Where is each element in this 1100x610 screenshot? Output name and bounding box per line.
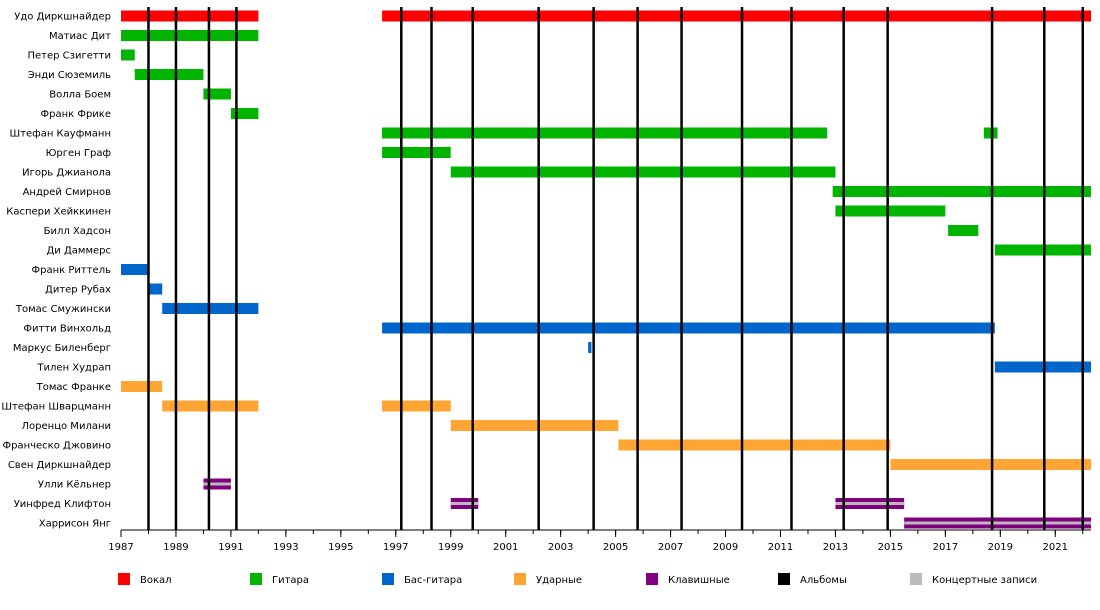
- x-tick-label: 1991: [218, 542, 243, 553]
- live-record-stripe-3: [904, 521, 1091, 525]
- x-tick-label: 2007: [658, 542, 683, 553]
- x-tick-label: 2013: [823, 542, 848, 553]
- member-name: Андрей Смирнов: [23, 187, 112, 198]
- live-record-stripe-2: [835, 502, 905, 505]
- bar-vocal-0-0: [121, 10, 259, 22]
- member-name: Свен Диркшнайдер: [8, 460, 111, 471]
- member-name: Тилен Худрап: [36, 363, 111, 374]
- legend-swatch-bass: [382, 573, 394, 585]
- member-name: Томас Смужински: [15, 304, 111, 315]
- x-tick-label: 2019: [988, 542, 1013, 553]
- bar-drums-20-1: [382, 400, 451, 412]
- x-tick-label: 1999: [438, 542, 463, 553]
- bar-guitar-4-0: [203, 88, 231, 100]
- live-record-stripe-0: [203, 482, 231, 486]
- member-name: Штефан Шварцманн: [1, 402, 111, 413]
- legend-swatch-guitar: [250, 573, 262, 585]
- member-name: Улли Кёльнер: [38, 480, 111, 491]
- x-tick-label: 2009: [713, 542, 738, 553]
- legend-label-guitar: Гитара: [272, 575, 309, 586]
- member-name: Каспери Хейккинен: [6, 207, 111, 218]
- member-name: Франк Фрике: [41, 109, 112, 120]
- bar-guitar-10-0: [835, 205, 946, 217]
- legend-label-keys: Клавишные: [668, 575, 730, 586]
- bar-guitar-3-0: [134, 69, 204, 80]
- x-tick-label: 1993: [273, 542, 298, 553]
- bar-bass-13-0: [121, 264, 149, 275]
- x-tick-label: 1989: [163, 542, 188, 553]
- bar-guitar-9-0: [832, 186, 1091, 197]
- x-tick-label: 2001: [493, 542, 518, 553]
- member-name: Фитти Винхольд: [23, 324, 111, 335]
- legend-label-drums: Ударные: [536, 575, 582, 586]
- legend-swatch-vocal: [118, 573, 130, 585]
- member-name: Удо Диркшнайдер: [14, 12, 111, 23]
- member-name: Ди Даммерс: [46, 246, 111, 257]
- bar-bass-14-0: [148, 283, 163, 295]
- legend-swatch-keys: [646, 573, 658, 585]
- member-name: Дитер Рубах: [45, 285, 111, 296]
- member-name: Томас Франке: [36, 382, 111, 393]
- live-record-stripe-1: [450, 502, 479, 505]
- member-name: Волла Боем: [49, 90, 111, 101]
- bar-guitar-11-0: [948, 225, 979, 236]
- x-tick-label: 2003: [548, 542, 573, 553]
- bar-guitar-7-0: [382, 147, 451, 158]
- legend-label-albums: Альбомы: [800, 575, 847, 586]
- legend-swatch-live: [910, 573, 922, 585]
- bar-guitar-8-0: [450, 166, 836, 178]
- member-name: Лоренцо Милани: [22, 421, 111, 432]
- album-lines: [147, 7, 1085, 530]
- bar-drums-23-0: [890, 459, 1091, 470]
- legend-swatch-drums: [514, 573, 526, 585]
- bar-guitar-12-0: [994, 244, 1091, 256]
- x-tick-label: 1987: [108, 542, 133, 553]
- legend-label-bass: Бас-гитара: [404, 575, 462, 586]
- x-tick-label: 2011: [768, 542, 793, 553]
- member-name: Франк Риттель: [32, 265, 112, 276]
- bar-bass-15-0: [162, 303, 259, 314]
- legend-label-vocal: Вокал: [140, 575, 172, 586]
- legend-label-live: Концертные записи: [932, 575, 1037, 586]
- bar-drums-19-0: [121, 381, 163, 392]
- member-name: Матиас Дит: [49, 31, 111, 42]
- bar-vocal-0-1: [382, 10, 1091, 22]
- bar-guitar-2-0: [121, 49, 135, 61]
- legend: Вокал Гитара Бас-гитара Ударные Клавишные Аль…: [118, 573, 1037, 586]
- member-name: Юрген Граф: [46, 148, 111, 159]
- legend-swatch-albums: [778, 573, 790, 585]
- bar-drums-22-0: [618, 439, 891, 451]
- bar-bass-18-0: [994, 361, 1091, 373]
- bar-bass-17-0: [588, 342, 592, 353]
- bar-guitar-6-0: [382, 127, 828, 139]
- member-name: Харрисон Янг: [39, 519, 111, 530]
- member-name: Штефан Кауфманн: [9, 129, 111, 140]
- x-tick-label: 1997: [383, 542, 408, 553]
- bar-guitar-5-0: [230, 108, 259, 119]
- bar-drums-20-0: [162, 400, 259, 412]
- x-axis: 1987 1989 1991 1993 1995 1997 1999 2001 2003 2005…: [108, 529, 1091, 553]
- member-name: Маркус Биленберг: [13, 343, 111, 354]
- x-tick-label: 2015: [878, 542, 903, 553]
- x-tick-label: 2017: [933, 542, 958, 553]
- x-tick-label: 1995: [328, 542, 353, 553]
- member-name: Франческо Джовино: [2, 441, 111, 452]
- bar-drums-21-0: [450, 420, 619, 431]
- member-name: Игорь Джианола: [22, 168, 111, 179]
- x-tick-label: 2005: [603, 542, 628, 553]
- member-name: Петер Сзигетти: [27, 51, 111, 62]
- member-bars: [121, 10, 1091, 529]
- bar-bass-16-0: [382, 322, 995, 334]
- member-names: Удо Диркшнайдер Матиас Дит Петер Сзигетти Э…: [1, 12, 111, 530]
- member-name: Уинфред Клифтон: [14, 499, 111, 510]
- member-name: Билл Хадсон: [44, 226, 111, 237]
- bar-guitar-6-1: [983, 127, 998, 139]
- member-name: Энди Сюземиль: [28, 70, 111, 81]
- x-tick-label: 2021: [1043, 542, 1068, 553]
- bar-guitar-1-0: [121, 30, 259, 41]
